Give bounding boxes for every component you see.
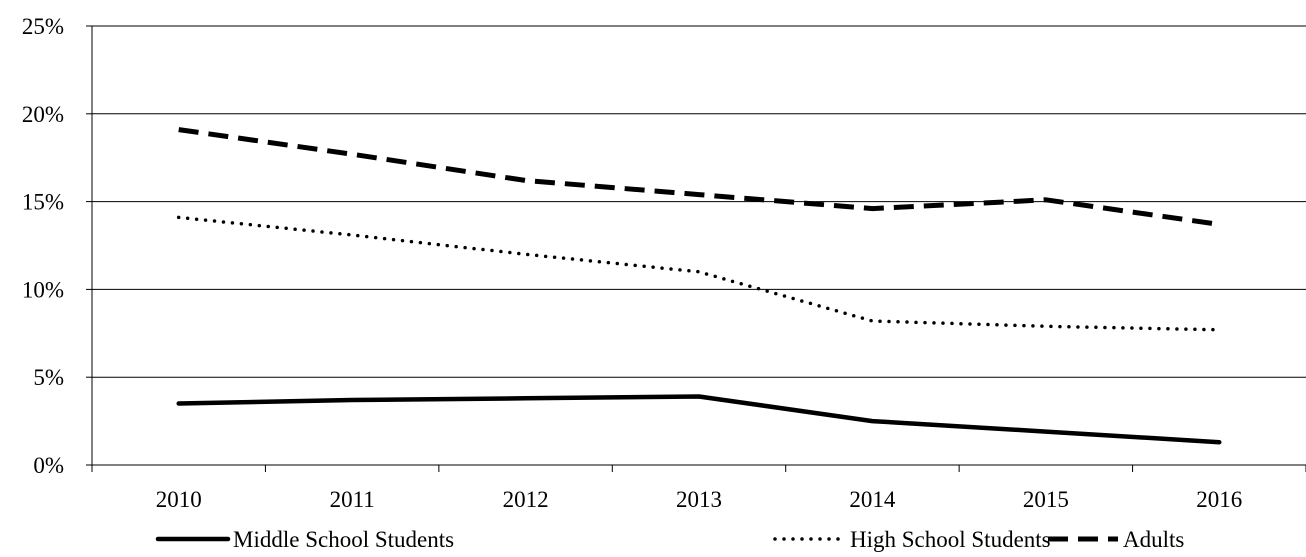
legend-label: Middle School Students: [233, 527, 454, 552]
y-tick-label: 20%: [22, 102, 64, 127]
x-tick-label: 2012: [503, 487, 549, 512]
series-line-high-school-students: [176, 215, 1222, 332]
y-tick-label: 25%: [22, 14, 64, 39]
x-tick-label: 2010: [156, 487, 202, 512]
y-tick-label: 10%: [22, 277, 64, 302]
legend-label: High School Students: [850, 527, 1051, 552]
y-tick-label: 15%: [22, 190, 64, 215]
x-tick-label: 2014: [849, 487, 896, 512]
y-tick-label: 5%: [33, 365, 64, 390]
x-tick-label: 2011: [330, 487, 375, 512]
y-tick-label: 0%: [33, 453, 64, 478]
x-tick-label: 2015: [1023, 487, 1069, 512]
series-line-middle-school-students: [176, 394, 1222, 445]
legend-label: Adults: [1123, 527, 1184, 552]
series-line-adults: [178, 127, 1220, 227]
x-tick-label: 2013: [676, 487, 722, 512]
x-tick-label: 2016: [1196, 487, 1242, 512]
